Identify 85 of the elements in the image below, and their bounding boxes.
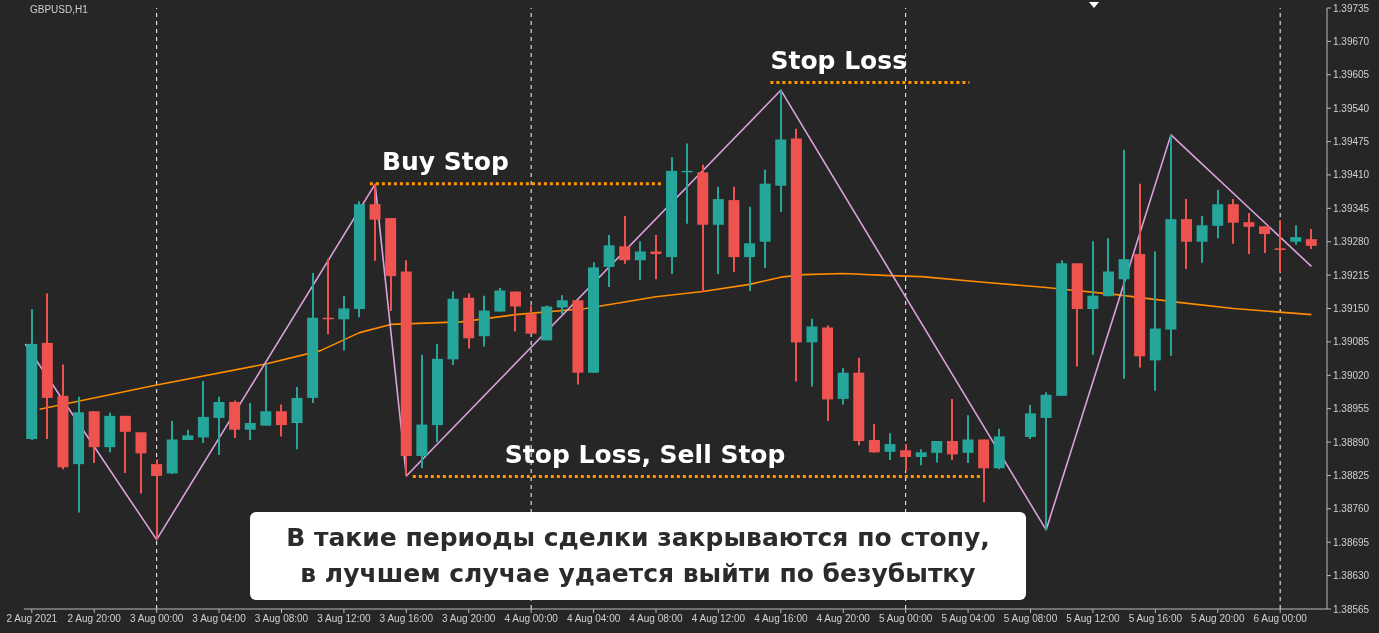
x-tick-label: 3 Aug 20:00 xyxy=(442,613,496,625)
candlestick xyxy=(900,443,912,472)
x-tick-label: 2 Aug 2021 xyxy=(6,613,58,625)
x-tick-label: 5 Aug 04:00 xyxy=(941,613,996,625)
y-tick-label: 1.39085 xyxy=(1333,336,1370,348)
x-tick-label: 4 Aug 04:00 xyxy=(566,613,621,625)
y-tick-label: 1.38955 xyxy=(1333,403,1370,415)
x-tick-label: 3 Aug 16:00 xyxy=(379,613,434,625)
series-label: Stop Loss xyxy=(770,45,908,75)
candlestick xyxy=(884,432,896,462)
x-tick-label: 4 Aug 12:00 xyxy=(691,613,746,625)
candlestick xyxy=(509,290,521,333)
y-tick-label: 1.39020 xyxy=(1333,369,1370,381)
candlestick xyxy=(603,234,615,288)
candlestick xyxy=(135,431,147,495)
candlestick xyxy=(1118,148,1130,380)
y-tick-label: 1.38890 xyxy=(1333,436,1370,448)
y-tick-label: 1.39345 xyxy=(1333,202,1370,214)
x-tick-label: 4 Aug 08:00 xyxy=(629,613,684,625)
line-series xyxy=(38,272,1313,410)
candlestick xyxy=(634,240,646,282)
candlestick xyxy=(151,458,163,541)
series-label: Buy Stop xyxy=(381,147,509,177)
x-tick-label: 5 Aug 00:00 xyxy=(878,613,933,625)
candlestick xyxy=(1196,215,1208,264)
y-tick-label: 1.39540 xyxy=(1333,102,1370,114)
candlestick xyxy=(338,294,350,352)
candlestick xyxy=(1243,211,1255,256)
y-tick-label: 1.39475 xyxy=(1333,136,1370,148)
x-tick-label: 3 Aug 04:00 xyxy=(192,613,247,625)
series-label: Stop Loss, Sell Stop xyxy=(504,439,786,469)
candlestick xyxy=(1259,225,1271,255)
x-tick-label: 5 Aug 08:00 xyxy=(1003,613,1058,625)
y-tick-label: 1.39670 xyxy=(1333,35,1370,47)
candlestick xyxy=(868,423,880,454)
x-tick-label: 2 Aug 20:00 xyxy=(67,613,122,625)
x-tick-label: 4 Aug 20:00 xyxy=(816,613,871,625)
candlestick xyxy=(806,317,818,388)
candlestick xyxy=(1024,404,1036,440)
x-tick-label: 5 Aug 12:00 xyxy=(1066,613,1121,625)
y-tick-label: 1.38630 xyxy=(1333,570,1370,582)
y-tick-label: 1.39215 xyxy=(1333,269,1370,281)
candlestick xyxy=(1274,219,1286,274)
candlestick xyxy=(260,363,272,427)
candlestick xyxy=(931,440,943,464)
x-tick-label: 3 Aug 00:00 xyxy=(129,613,184,625)
y-tick-label: 1.38760 xyxy=(1333,503,1370,515)
x-tick-label: 6 Aug 00:00 xyxy=(1253,613,1308,625)
x-tick-label: 5 Aug 20:00 xyxy=(1191,613,1245,625)
y-tick-label: 1.38695 xyxy=(1333,536,1370,548)
candlestick xyxy=(369,183,381,262)
candlestick xyxy=(619,215,631,265)
candlestick xyxy=(556,294,568,316)
candlestick xyxy=(1040,391,1052,531)
candlestick xyxy=(1087,240,1099,356)
candlestick xyxy=(197,379,209,445)
y-tick-label: 1.39150 xyxy=(1333,303,1370,315)
x-tick-label: 4 Aug 00:00 xyxy=(504,613,559,625)
candlestick xyxy=(962,414,974,465)
y-tick-label: 1.38565 xyxy=(1333,603,1370,615)
y-tick-label: 1.39280 xyxy=(1333,236,1370,248)
callout-box: В такие периоды сделки закрываются по стопу, в лучшем случае удается выйти по безубытку xyxy=(250,512,1026,600)
candlestick xyxy=(213,395,225,456)
x-tick-label: 3 Aug 08:00 xyxy=(254,613,309,625)
candlestick xyxy=(1227,198,1239,245)
candlestick xyxy=(494,286,506,313)
candlestick xyxy=(275,403,287,438)
candlestick xyxy=(1180,198,1192,270)
candlestick xyxy=(946,397,958,462)
candlestick xyxy=(1290,224,1302,246)
candlestick xyxy=(650,234,662,281)
y-tick-label: 1.39410 xyxy=(1333,169,1370,181)
x-tick-label: 5 Aug 16:00 xyxy=(1128,613,1183,625)
x-tick-label: 4 Aug 16:00 xyxy=(754,613,808,625)
y-tick-label: 1.39735 xyxy=(1333,2,1370,14)
candlestick xyxy=(744,205,756,293)
candlestick xyxy=(244,402,256,441)
x-tick-label: 3 Aug 12:00 xyxy=(317,613,372,625)
y-tick-label: 1.39605 xyxy=(1333,69,1370,81)
candlestick xyxy=(1212,188,1224,240)
candlestick xyxy=(119,414,131,474)
y-tick-label: 1.38825 xyxy=(1333,469,1370,481)
chart-title: GBPUSD,H1 xyxy=(30,4,88,15)
candlestick xyxy=(1305,227,1317,250)
candlestick xyxy=(525,304,537,335)
